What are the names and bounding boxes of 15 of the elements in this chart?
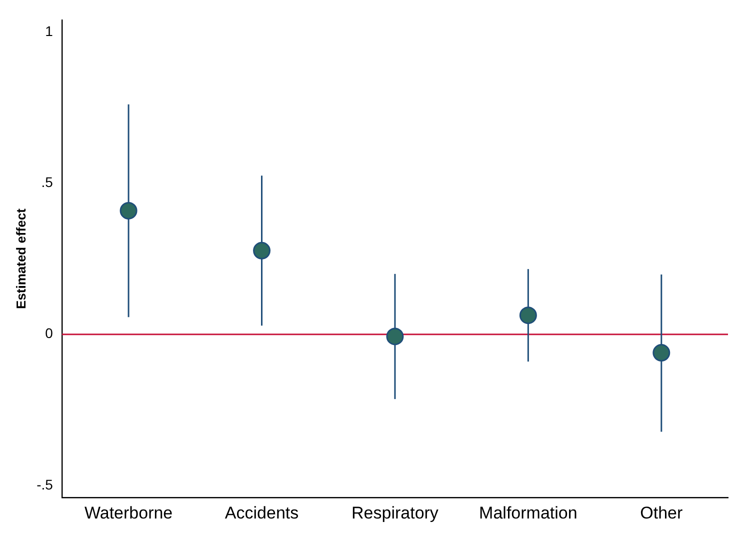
point xyxy=(120,202,138,220)
x-tick-label: Malformation xyxy=(479,503,578,522)
x-tick-label: Other xyxy=(640,503,683,522)
y-tick-label: 0 xyxy=(45,325,54,342)
point xyxy=(519,306,537,324)
y-tick-label: .5 xyxy=(41,174,54,190)
point xyxy=(386,328,404,346)
point xyxy=(652,344,670,362)
y-tick-label: 1 xyxy=(45,22,54,39)
y-axis-title: Estimated effect xyxy=(13,208,28,310)
x-tick-label: Respiratory xyxy=(352,503,439,522)
x-tick-label: Accidents xyxy=(224,503,299,522)
x-tick-label: Waterborne xyxy=(84,503,173,522)
y-tick-label: -.5 xyxy=(36,476,54,492)
point xyxy=(253,242,271,260)
